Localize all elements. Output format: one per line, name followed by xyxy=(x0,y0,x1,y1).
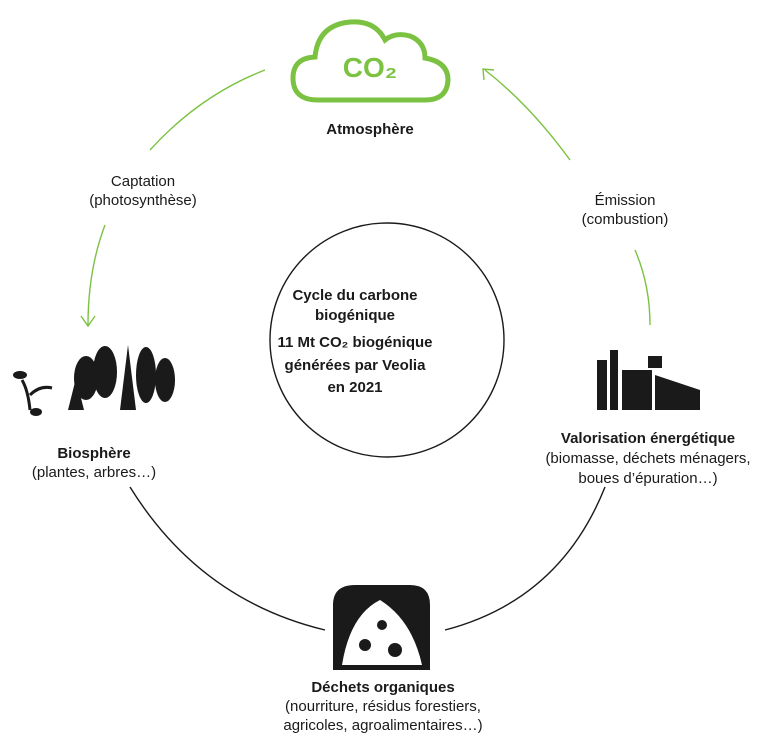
node-description: (biomasse, déchets ménagers, xyxy=(545,450,750,467)
organic-waste-icon xyxy=(333,585,430,670)
arc xyxy=(484,69,571,161)
node-description: (plantes, arbres…) xyxy=(32,464,156,481)
edge-label: Captation xyxy=(111,173,175,190)
node-description: (nourriture, résidus forestiers, xyxy=(285,698,481,715)
edge-label: Émission xyxy=(595,192,656,209)
biosphere-icon xyxy=(13,345,175,416)
center-text: 11 Mt CO₂ biogénique xyxy=(277,334,432,351)
center-circle xyxy=(269,222,505,458)
edge-label: (combustion) xyxy=(582,211,669,228)
arc xyxy=(129,486,326,631)
cloud-text: CO₂ xyxy=(343,52,397,83)
center-text: en 2021 xyxy=(327,379,382,396)
arc xyxy=(444,486,606,631)
arc xyxy=(149,69,266,151)
center-text: générées par Veolia xyxy=(285,357,427,374)
arc xyxy=(634,249,651,326)
factory-icon xyxy=(597,350,700,410)
node-label: Biosphère xyxy=(57,445,130,462)
edge-label: (photosynthèse) xyxy=(89,192,197,209)
node-label: Valorisation énergétique xyxy=(561,430,735,447)
cloud-icon xyxy=(290,19,451,103)
node-description: agricoles, agroalimentaires…) xyxy=(283,717,482,734)
node-label: Atmosphère xyxy=(326,121,414,138)
center-text: biogénique xyxy=(315,307,395,324)
center-text: Cycle du carbone xyxy=(292,287,417,304)
node-description: boues d’épuration…) xyxy=(578,470,717,487)
arrow-head xyxy=(482,68,495,81)
node-label: Déchets organiques xyxy=(311,679,454,696)
arrow-head xyxy=(80,315,96,328)
arc xyxy=(87,224,106,326)
